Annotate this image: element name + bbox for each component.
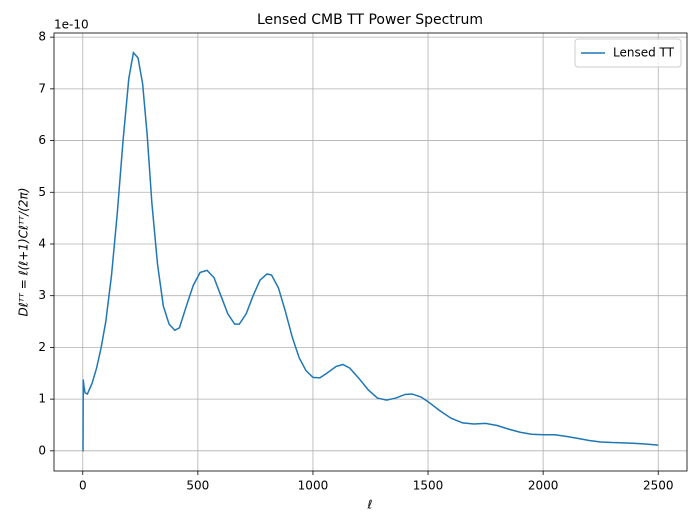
legend-box [574, 38, 682, 68]
x-tick-label: 2000 [528, 479, 559, 493]
y-axis-label: Dℓᵀᵀ = ℓ(ℓ+1)Cℓᵀᵀ/(2π) [17, 188, 31, 317]
y-tick-label: 3 [38, 288, 46, 302]
chart-title: Lensed CMB TT Power Spectrum [257, 12, 483, 28]
x-tick-label: 2500 [643, 479, 674, 493]
y-tick-label: 0 [38, 443, 46, 457]
y-tick-label: 5 [38, 185, 46, 199]
axes-frame [53, 32, 688, 472]
y-tick-label: 8 [38, 30, 46, 44]
x-tick-label: 1500 [413, 479, 444, 493]
y-tick-label: 2 [38, 340, 46, 354]
y-tick-label: 6 [38, 133, 46, 147]
x-tick-label: 1000 [298, 479, 329, 493]
legend-label: Lensed TT [613, 46, 675, 60]
x-axis-label: ℓ [367, 498, 373, 512]
x-tick-label: 500 [186, 479, 209, 493]
data-line [82, 50, 659, 452]
legend: Lensed TT [574, 38, 682, 68]
y-tick-label: 1 [38, 392, 46, 406]
x-tick-label: 0 [79, 479, 87, 493]
y-tick-label: 4 [38, 236, 46, 250]
y-tick-label: 7 [38, 81, 46, 95]
y-offset-label: 1e-10 [54, 18, 89, 32]
